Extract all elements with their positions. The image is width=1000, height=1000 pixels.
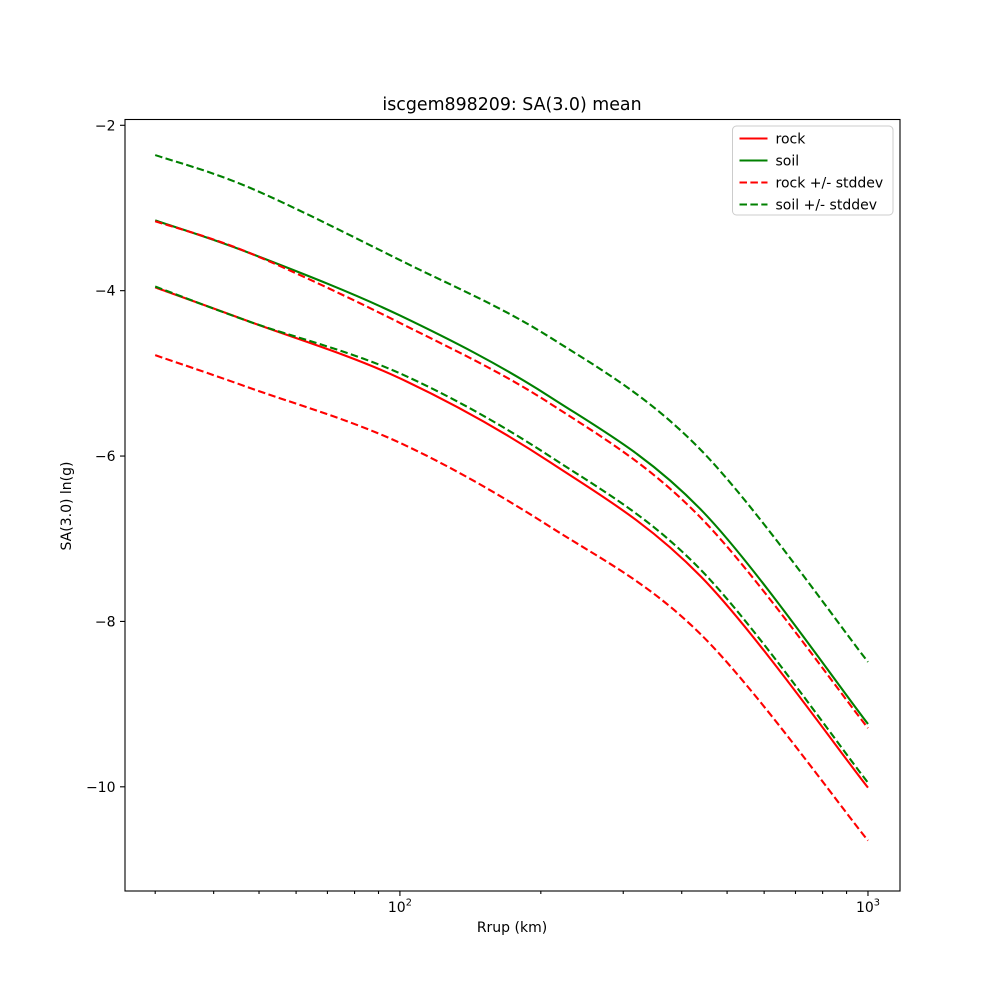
- y-tick-label: −6: [95, 449, 116, 465]
- legend-label: rock: [776, 132, 807, 148]
- axes-layer: −2 −4 −6 −8 −10 102 103: [86, 118, 901, 917]
- y-axis-label: SA(3.0) ln(g): [59, 462, 75, 551]
- curves-layer: [154, 154, 869, 842]
- curve-rock: [154, 286, 869, 789]
- legend-label: soil +/- stddev: [776, 198, 878, 214]
- y-tick-label: −4: [95, 284, 116, 300]
- legend-label: soil: [776, 154, 800, 170]
- curve-rock-stddev: [154, 354, 869, 842]
- x-tick-label: 103: [856, 898, 880, 917]
- legend-label: rock +/- stddev: [776, 176, 884, 192]
- chart-title: iscgem898209: SA(3.0) mean: [382, 95, 641, 115]
- legend: rock soil rock +/- stddev soil +/- stddev: [732, 125, 894, 216]
- y-tick-label: −10: [86, 780, 116, 796]
- x-tick-label: 102: [388, 898, 412, 917]
- y-tick-label: −8: [95, 614, 116, 630]
- plot-frame: [124, 118, 901, 892]
- curve-soil-stddev: [154, 154, 869, 663]
- y-tick-label: −2: [95, 118, 116, 134]
- legend-frame: [732, 125, 894, 216]
- curve-rock-stddev: [154, 220, 869, 729]
- curve-soil-stddev: [154, 285, 869, 784]
- x-axis-label: Rrup (km): [477, 920, 547, 936]
